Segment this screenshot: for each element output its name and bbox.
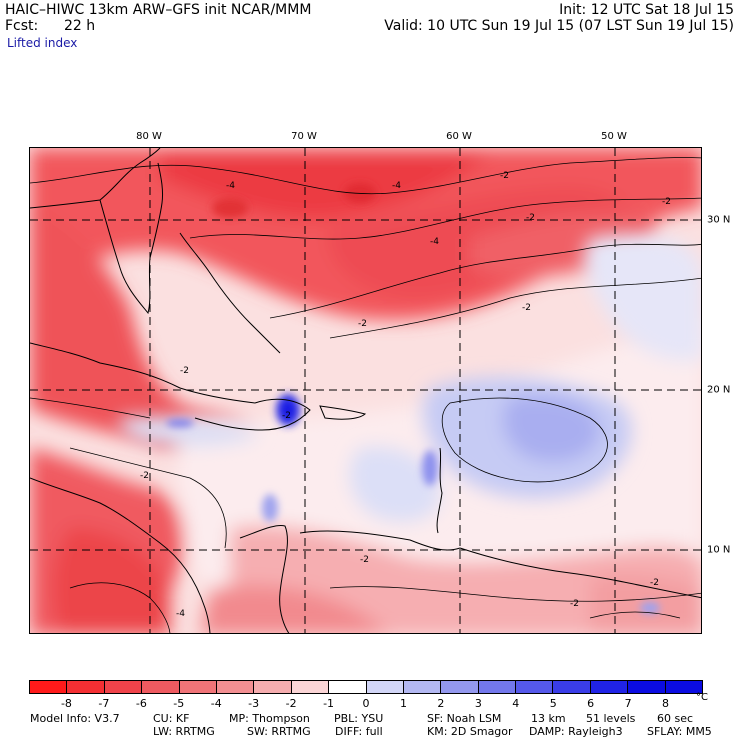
colorbar-tick-label: 6 [587, 697, 595, 710]
contour-label: -2 [570, 599, 579, 609]
contour-label: -2 [526, 213, 535, 223]
model-title: HAIC–HIWC 13km ARW–GFS init NCAR/MMM [5, 2, 312, 18]
contour-value-labels: -4 -4 -2 -2 -2 -4 -2 -2 -2 -2 -2 -4 -2 -… [140, 171, 671, 619]
colorbar-tick-label: -5 [173, 697, 185, 710]
contour-label: -4 [392, 181, 401, 191]
contour-label: -2 [180, 366, 189, 376]
model-info-item: CU: KF [153, 712, 190, 725]
coastlines [30, 148, 701, 633]
colorbar-swatch [590, 681, 629, 693]
contour-label: -2 [522, 303, 531, 313]
positive-li-shading [119, 233, 701, 522]
colorbar [29, 680, 703, 694]
model-info-item: KM: 2D Smagor [427, 725, 513, 738]
contour-label: -2 [360, 555, 369, 565]
colorbar-swatch [516, 681, 554, 693]
colorbar-tick-label: 3 [474, 697, 482, 710]
colorbar-swatch [30, 681, 68, 693]
contour-label: -2 [282, 411, 291, 421]
colorbar-tick-label: -4 [210, 697, 222, 710]
lon-label-60w: 60 W [446, 131, 472, 142]
colorbar-tick-label: 2 [437, 697, 445, 710]
colorbar-swatch [291, 681, 330, 693]
valid-time: Valid: 10 UTC Sun 19 Jul 15 (07 LST Sun … [384, 18, 734, 34]
contour-label: -2 [662, 197, 671, 207]
colorbar-swatch [441, 681, 479, 693]
colorbar-swatch [628, 681, 666, 693]
contour-lines [30, 157, 701, 633]
colorbar-tick-label: -7 [98, 697, 110, 710]
colorbar-swatch [142, 681, 180, 693]
colorbar-tick-label: 1 [399, 697, 407, 710]
map-canvas: -4 -4 -2 -2 -2 -4 -2 -2 -2 -2 -2 -4 -2 -… [30, 148, 701, 633]
init-time: Init: 12 UTC Sat 18 Jul 15 [559, 2, 734, 18]
contour-label: -2 [500, 171, 509, 181]
colorbar-tick-label: -3 [248, 697, 260, 710]
colorbar-tick-label: -8 [60, 697, 72, 710]
colorbar-tick-label: 0 [362, 697, 370, 710]
model-info-item: 13 km [531, 712, 566, 725]
colorbar-tick-label: 7 [624, 697, 632, 710]
colorbar-tick-label: -1 [323, 697, 335, 710]
lon-label-70w: 70 W [291, 131, 317, 142]
model-info-item: DAMP: Rayleigh3 [529, 725, 623, 738]
contour-label: -2 [650, 578, 659, 588]
model-info-item: MP: Thompson [229, 712, 310, 725]
colorbar-swatch [665, 681, 703, 693]
colorbar-tick-label: 5 [549, 697, 557, 710]
lat-lon-grid [30, 148, 701, 633]
colorbar-tick-label: 4 [512, 697, 520, 710]
colorbar-swatch [329, 681, 367, 693]
model-info-item: LW: RRTMG [153, 725, 215, 738]
colorbar-unit: °C [696, 692, 708, 703]
colorbar-tick-label: -2 [285, 697, 297, 710]
lifted-index-map: -4 -4 -2 -2 -2 -4 -2 -2 -2 -2 -2 -4 -2 -… [29, 147, 702, 634]
lat-label-30n: 30 N [707, 214, 731, 226]
contour-label: -4 [430, 237, 439, 247]
model-info-item: SW: RRTMG [247, 725, 311, 738]
model-info-item: 51 levels [586, 712, 636, 725]
colorbar-swatch [403, 681, 442, 693]
forecast-label: Fcst: [5, 18, 39, 34]
forecast-hour: 22 h [64, 18, 96, 34]
convective-spots [166, 183, 660, 614]
colorbar-swatch [179, 681, 217, 693]
lon-label-80w: 80 W [136, 131, 162, 142]
field-name: Lifted index [7, 36, 78, 50]
colorbar-tick-label: 8 [662, 697, 670, 710]
colorbar-swatch [67, 681, 105, 693]
colorbar-tick-label: -6 [135, 697, 147, 710]
model-info-item: 60 sec [657, 712, 694, 725]
model-info-item: SFLAY: MM5 [647, 725, 712, 738]
model-info-item: SF: Noah LSM [427, 712, 502, 725]
contour-label: -2 [140, 471, 149, 481]
colorbar-swatch [216, 681, 255, 693]
colorbar-swatch [104, 681, 143, 693]
contour-label: -4 [226, 181, 235, 191]
contour-label: -4 [176, 609, 185, 619]
colorbar-swatch [366, 681, 404, 693]
colorbar-swatch [254, 681, 292, 693]
colorbar-swatch [553, 681, 591, 693]
model-info-item: DIFF: full [335, 725, 383, 738]
model-info-item: PBL: YSU [334, 712, 384, 725]
lat-label-20n: 20 N [707, 384, 731, 396]
lon-label-50w: 50 W [601, 131, 627, 142]
lat-label-10n: 10 N [707, 544, 731, 556]
contour-label: -2 [358, 319, 367, 329]
model-info-item: Model Info: V3.7 [30, 712, 120, 725]
colorbar-swatch [478, 681, 517, 693]
